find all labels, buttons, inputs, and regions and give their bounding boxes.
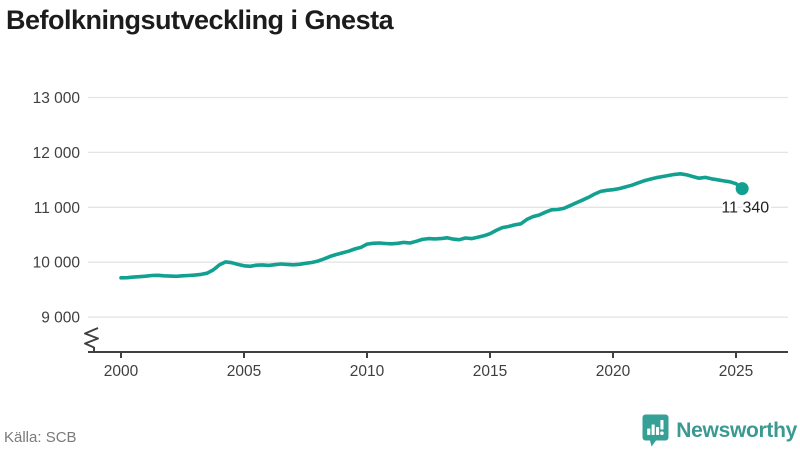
population-line-chart: 13 000 12 000 11 000 10 000 9 000 2000 2005 201… <box>33 90 788 380</box>
newsworthy-logo: Newsworthy <box>642 414 797 447</box>
population-line <box>119 172 744 280</box>
x-axis-tick-label: 2025 <box>719 363 753 380</box>
end-point-dot <box>735 182 749 196</box>
x-axis-tick-label: 2000 <box>104 363 139 380</box>
y-axis-tick-label: 9 000 <box>41 310 80 327</box>
x-axis-tick-label: 2005 <box>227 363 261 380</box>
x-axis-tick-label: 2010 <box>350 363 385 380</box>
source-note: Källa: SCB <box>4 429 77 446</box>
end-value-label: 11 340 <box>721 200 769 217</box>
x-axis-tick-label: 2015 <box>473 363 507 380</box>
bar-chart-speech-bubble-icon <box>642 414 669 447</box>
chart-title: Befolkningsutveckling i Gnesta <box>6 5 394 35</box>
y-axis-tick-label: 11 000 <box>34 200 81 217</box>
brand-name: Newsworthy <box>676 418 797 442</box>
y-axis-break-icon <box>84 327 99 351</box>
x-axis-tick-label: 2020 <box>596 363 631 380</box>
y-axis-tick-label: 10 000 <box>33 255 81 272</box>
y-axis-tick-label: 13 000 <box>33 90 81 107</box>
y-axis-tick-label: 12 000 <box>33 145 81 162</box>
